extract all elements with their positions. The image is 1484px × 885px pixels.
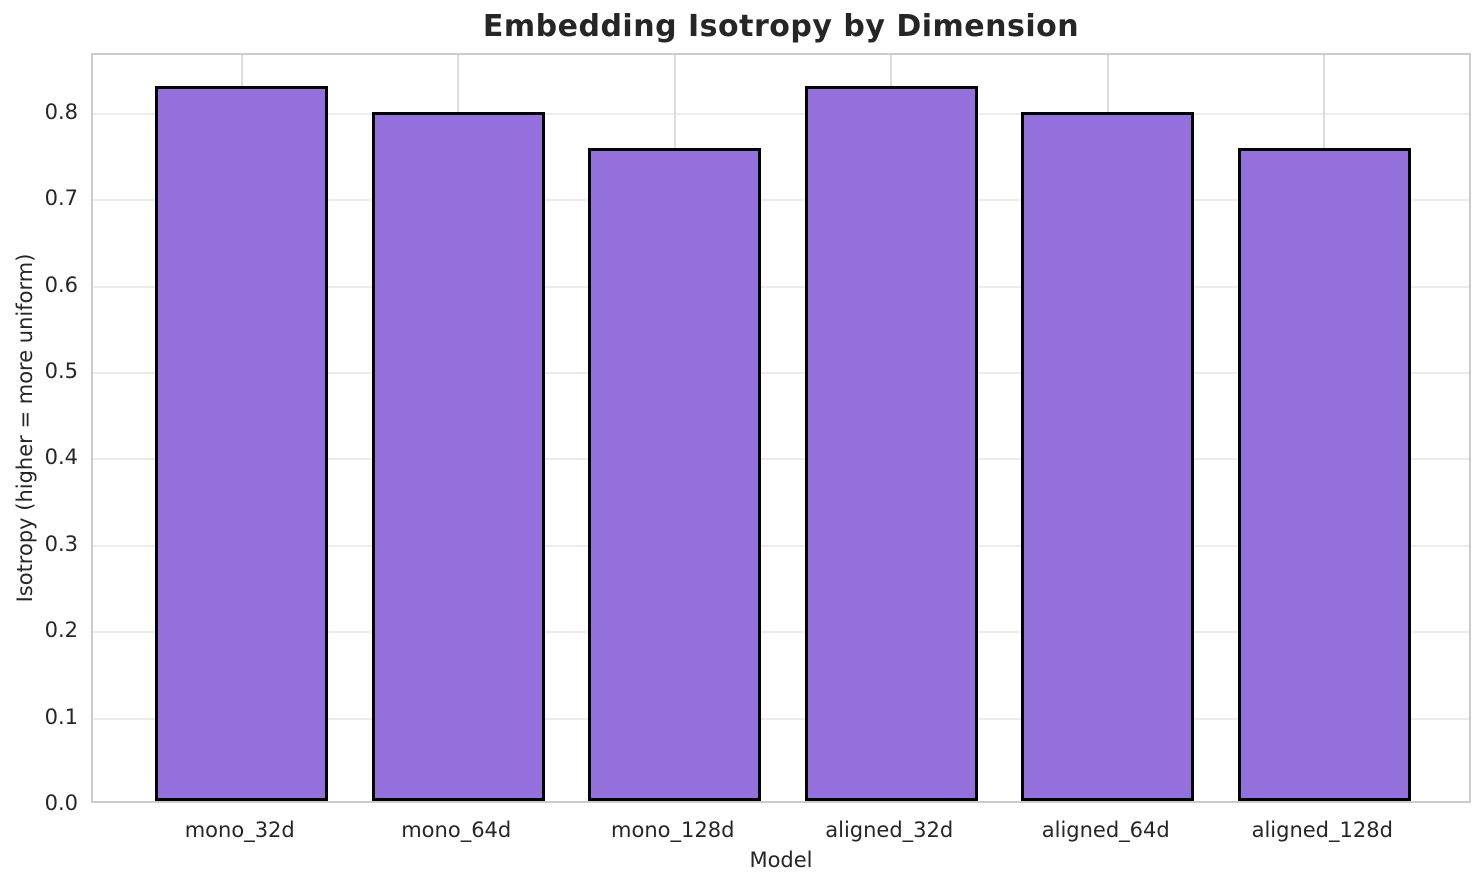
- x-tick-label-aligned_64d: aligned_64d: [1041, 818, 1170, 842]
- chart-title: Embedding Isotropy by Dimension: [482, 9, 1080, 44]
- plot-area: [91, 53, 1471, 803]
- bar-mono_64d: [372, 112, 545, 801]
- y-tick-label: 0.4: [44, 445, 78, 470]
- y-tick-label: 0.8: [44, 99, 78, 124]
- x-tick-label-aligned_32d: aligned_32d: [825, 818, 954, 842]
- y-tick-label: 0.3: [44, 531, 78, 556]
- y-tick-label: 0.2: [44, 618, 78, 643]
- x-axis-label: Model: [749, 848, 813, 872]
- bar-aligned_64d: [1021, 112, 1194, 801]
- x-tick-label-mono_64d: mono_64d: [401, 818, 512, 842]
- y-gridline: [93, 458, 1469, 461]
- x-tick-label-mono_128d: mono_128d: [611, 818, 735, 842]
- bar-aligned_32d: [805, 86, 978, 801]
- bar-mono_128d: [588, 148, 761, 801]
- y-gridline: [93, 717, 1469, 720]
- y-tick-label: 0.5: [44, 358, 78, 383]
- x-tick-label-mono_32d: mono_32d: [184, 818, 295, 842]
- y-gridline: [93, 112, 1469, 115]
- bar-aligned_128d: [1238, 148, 1411, 801]
- y-gridline: [93, 199, 1469, 202]
- y-gridline: [93, 544, 1469, 547]
- y-gridline: [93, 371, 1469, 374]
- y-tick-label: 0.7: [44, 186, 78, 211]
- x-tick-label-aligned_128d: aligned_128d: [1251, 818, 1393, 842]
- y-tick-label: 0.0: [44, 791, 78, 815]
- y-tick-label: 0.1: [44, 704, 78, 729]
- y-gridline: [93, 285, 1469, 288]
- y-gridline: [93, 631, 1469, 634]
- y-tick-label: 0.6: [44, 272, 78, 297]
- bar-mono_32d: [155, 86, 328, 801]
